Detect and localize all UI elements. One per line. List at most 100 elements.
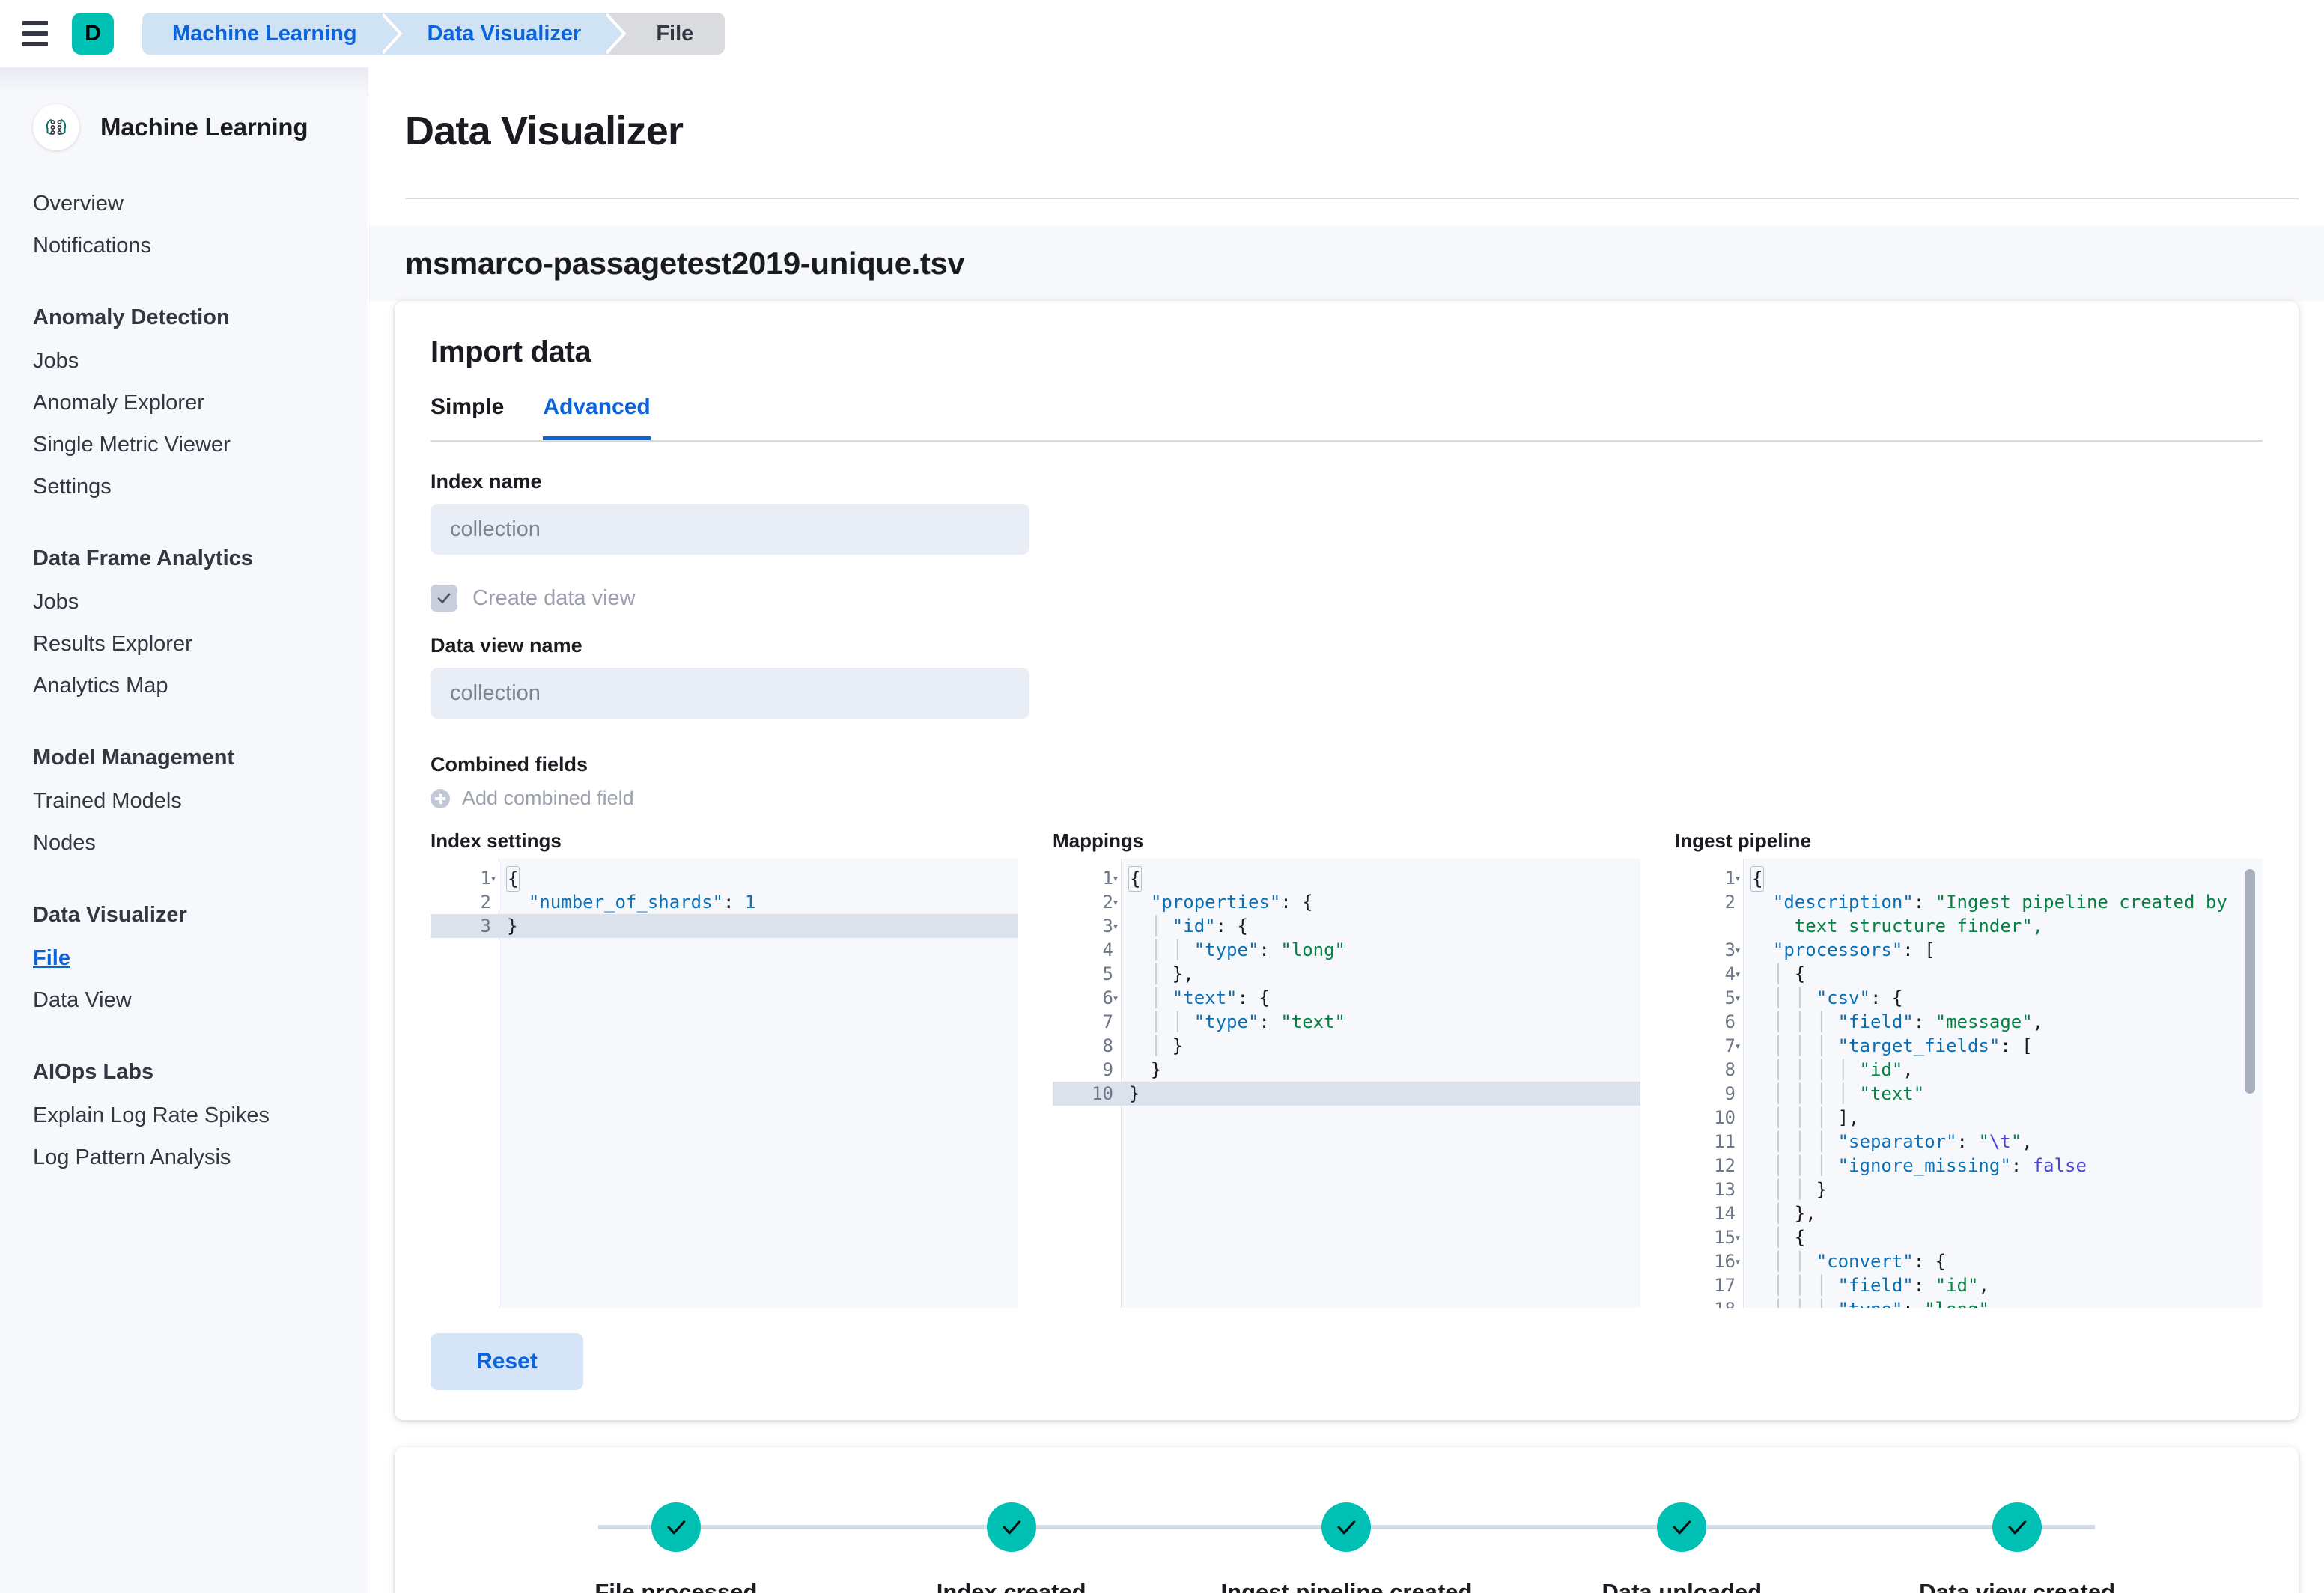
editor-code-line: │ │ │ │ "id",: [1744, 1058, 2263, 1082]
code-token: ,: [1902, 1059, 1914, 1080]
editor-code-line: │ │ │ "field": "message",: [1744, 1010, 2263, 1034]
editor-code-line: {: [1122, 866, 1640, 892]
editor-code-line: │ {: [1744, 962, 2263, 986]
sidebar-item-explain-log-rate-spikes[interactable]: Explain Log Rate Spikes: [0, 1094, 368, 1136]
editor-code-line: │ },: [1122, 962, 1640, 986]
sidebar-item-overview[interactable]: Overview: [0, 183, 368, 225]
editor-line-number: 11: [1714, 1131, 1736, 1152]
editor-line-number: 6 ▾: [1053, 986, 1121, 1010]
sidebar-item-single-metric-viewer[interactable]: Single Metric Viewer: [0, 424, 368, 466]
index-name-placeholder: collection: [450, 517, 541, 541]
plus-circle-icon: [431, 788, 450, 808]
editor-code-area[interactable]: { "description": "Ingest pipeline create…: [1744, 859, 2263, 1308]
sidebar-item-log-pattern-analysis[interactable]: Log Pattern Analysis: [0, 1136, 368, 1178]
create-data-view-checkbox[interactable]: [431, 585, 457, 612]
editor-caption-ingest-pipeline: Ingest pipeline: [1675, 829, 1812, 852]
index-name-input[interactable]: collection: [431, 504, 1029, 555]
sidebar-item-notifications[interactable]: Notifications: [0, 225, 368, 266]
editor-line-number: 5 ▾: [1675, 986, 1743, 1010]
tab-simple[interactable]: Simple: [431, 395, 504, 440]
editor-code-area[interactable]: { "number_of_shards": 1}: [499, 859, 1018, 1308]
sidebar-item-file[interactable]: File: [0, 937, 368, 979]
sidebar-item-label: Explain Log Rate Spikes: [33, 1103, 270, 1127]
sidebar-item-anomaly-explorer[interactable]: Anomaly Explorer: [0, 382, 368, 424]
editor-code-line: {: [499, 866, 1018, 892]
breadcrumb-item-data-visualizer[interactable]: Data Visualizer: [401, 13, 607, 55]
step-status-circle: [986, 1502, 1036, 1552]
step-status-circle: [1992, 1502, 2042, 1552]
code-token: "description": [1772, 892, 1914, 913]
hamburger-bar: [22, 21, 48, 25]
combined-fields-label: Combined fields: [431, 753, 588, 776]
fold-chevron-icon[interactable]: ▾: [1734, 991, 1742, 1005]
sidebar-item-jobs[interactable]: Jobs: [0, 581, 368, 623]
sidebar-item-settings[interactable]: Settings: [0, 466, 368, 508]
code-editor-mappings[interactable]: 1 ▾ 2 ▾ 3 ▾ 4 5 6 ▾ 7 8 9 10{ "properties": { │ "id":…: [1053, 859, 1640, 1308]
fold-chevron-icon[interactable]: ▾: [490, 871, 497, 885]
breadcrumb-label: Machine Learning: [172, 21, 357, 46]
editor-code-line: │ │ │ "separator": "\t",: [1744, 1130, 2263, 1154]
sidebar-item-jobs[interactable]: Jobs: [0, 340, 368, 382]
fold-chevron-icon[interactable]: ▾: [1734, 871, 1742, 885]
sidebar-header: Machine Learning: [0, 97, 368, 157]
editor-vertical-scrollbar[interactable]: [2245, 869, 2255, 1094]
sidebar-title: Machine Learning: [100, 113, 308, 141]
code-token: \t: [1989, 1131, 2011, 1152]
code-token: "properties": [1150, 892, 1281, 913]
editor-gutter: 1 ▾ 2 3: [431, 859, 499, 1308]
sidebar-item-results-explorer[interactable]: Results Explorer: [0, 623, 368, 665]
sidebar-item-analytics-map[interactable]: Analytics Map: [0, 665, 368, 707]
editor-code-line: │ │ │ "ignore_missing": false: [1744, 1154, 2263, 1178]
breadcrumb-label: Data Visualizer: [427, 21, 582, 46]
fold-chevron-icon[interactable]: ▾: [1112, 991, 1119, 1005]
app-badge[interactable]: D: [72, 13, 114, 55]
breadcrumb-item-machine-learning[interactable]: Machine Learning: [142, 13, 383, 55]
editor-code-line: │ │ │ "field": "id",: [1744, 1273, 2263, 1297]
fold-chevron-icon[interactable]: ▾: [1112, 919, 1119, 933]
editor-code-area[interactable]: { "properties": { │ "id": { │ │ "type": …: [1122, 859, 1640, 1308]
tab-advanced[interactable]: Advanced: [543, 395, 651, 440]
editor-line-number: 7 ▾: [1675, 1034, 1743, 1058]
code-token: "message": [1935, 1011, 2033, 1032]
fold-chevron-icon[interactable]: ▾: [1112, 871, 1119, 885]
sidebar-nav-list: Overview Notifications Anomaly Detection Jo…: [0, 183, 368, 1178]
reset-button[interactable]: Reset: [431, 1333, 583, 1390]
hamburger-menu-icon[interactable]: [18, 16, 52, 51]
editor-line-number: [1675, 914, 1743, 938]
editor-line-number: 12: [1714, 1155, 1736, 1176]
sidebar-item-label: Data View: [33, 987, 132, 1012]
code-token: : {: [1870, 987, 1903, 1008]
sidebar-item-trained-models[interactable]: Trained Models: [0, 780, 368, 822]
fold-chevron-icon[interactable]: ▾: [1734, 1231, 1742, 1244]
code-token: ": [2010, 1131, 2022, 1152]
editor-code-line: │ "id": {: [1122, 914, 1640, 938]
fold-chevron-icon[interactable]: ▾: [1112, 895, 1119, 909]
editor-line-number: 15 ▾: [1675, 1225, 1743, 1249]
sidebar-item-data-view[interactable]: Data View: [0, 979, 368, 1021]
data-view-name-input[interactable]: collection: [431, 668, 1029, 719]
code-token: "Ingest pipeline created by: [1935, 892, 2227, 913]
code-token: │: [1751, 1203, 1795, 1224]
code-token: "long": [1924, 1299, 1989, 1308]
code-token: "id": [1935, 1275, 1979, 1296]
sidebar-item-nodes[interactable]: Nodes: [0, 822, 368, 864]
sidebar-item-label: Settings: [33, 474, 112, 499]
code-token: :: [1913, 1011, 1935, 1032]
tab-label: Simple: [431, 395, 505, 419]
code-token: [1751, 939, 1773, 960]
create-data-view-label: Create data view: [472, 585, 636, 610]
code-token: │: [1751, 963, 1795, 984]
add-combined-field-button[interactable]: Add combined field: [431, 787, 2263, 810]
check-icon: [667, 1520, 686, 1535]
fold-chevron-icon[interactable]: ▾: [1734, 967, 1742, 981]
data-view-name-label: Data view name: [431, 634, 582, 657]
create-data-view-row[interactable]: Create data view: [431, 585, 2263, 612]
fold-chevron-icon[interactable]: ▾: [1734, 1255, 1742, 1268]
app-badge-letter: D: [85, 21, 101, 46]
fold-chevron-icon[interactable]: ▾: [1734, 943, 1742, 957]
step-status-circle: [1657, 1502, 1707, 1552]
fold-chevron-icon[interactable]: ▾: [1734, 1039, 1742, 1053]
code-editor-index-settings[interactable]: 1 ▾ 2 3{ "number_of_shards": 1}: [431, 859, 1018, 1308]
main-content: Data Visualizer msmarco-passagetest2019-…: [369, 67, 2324, 1593]
